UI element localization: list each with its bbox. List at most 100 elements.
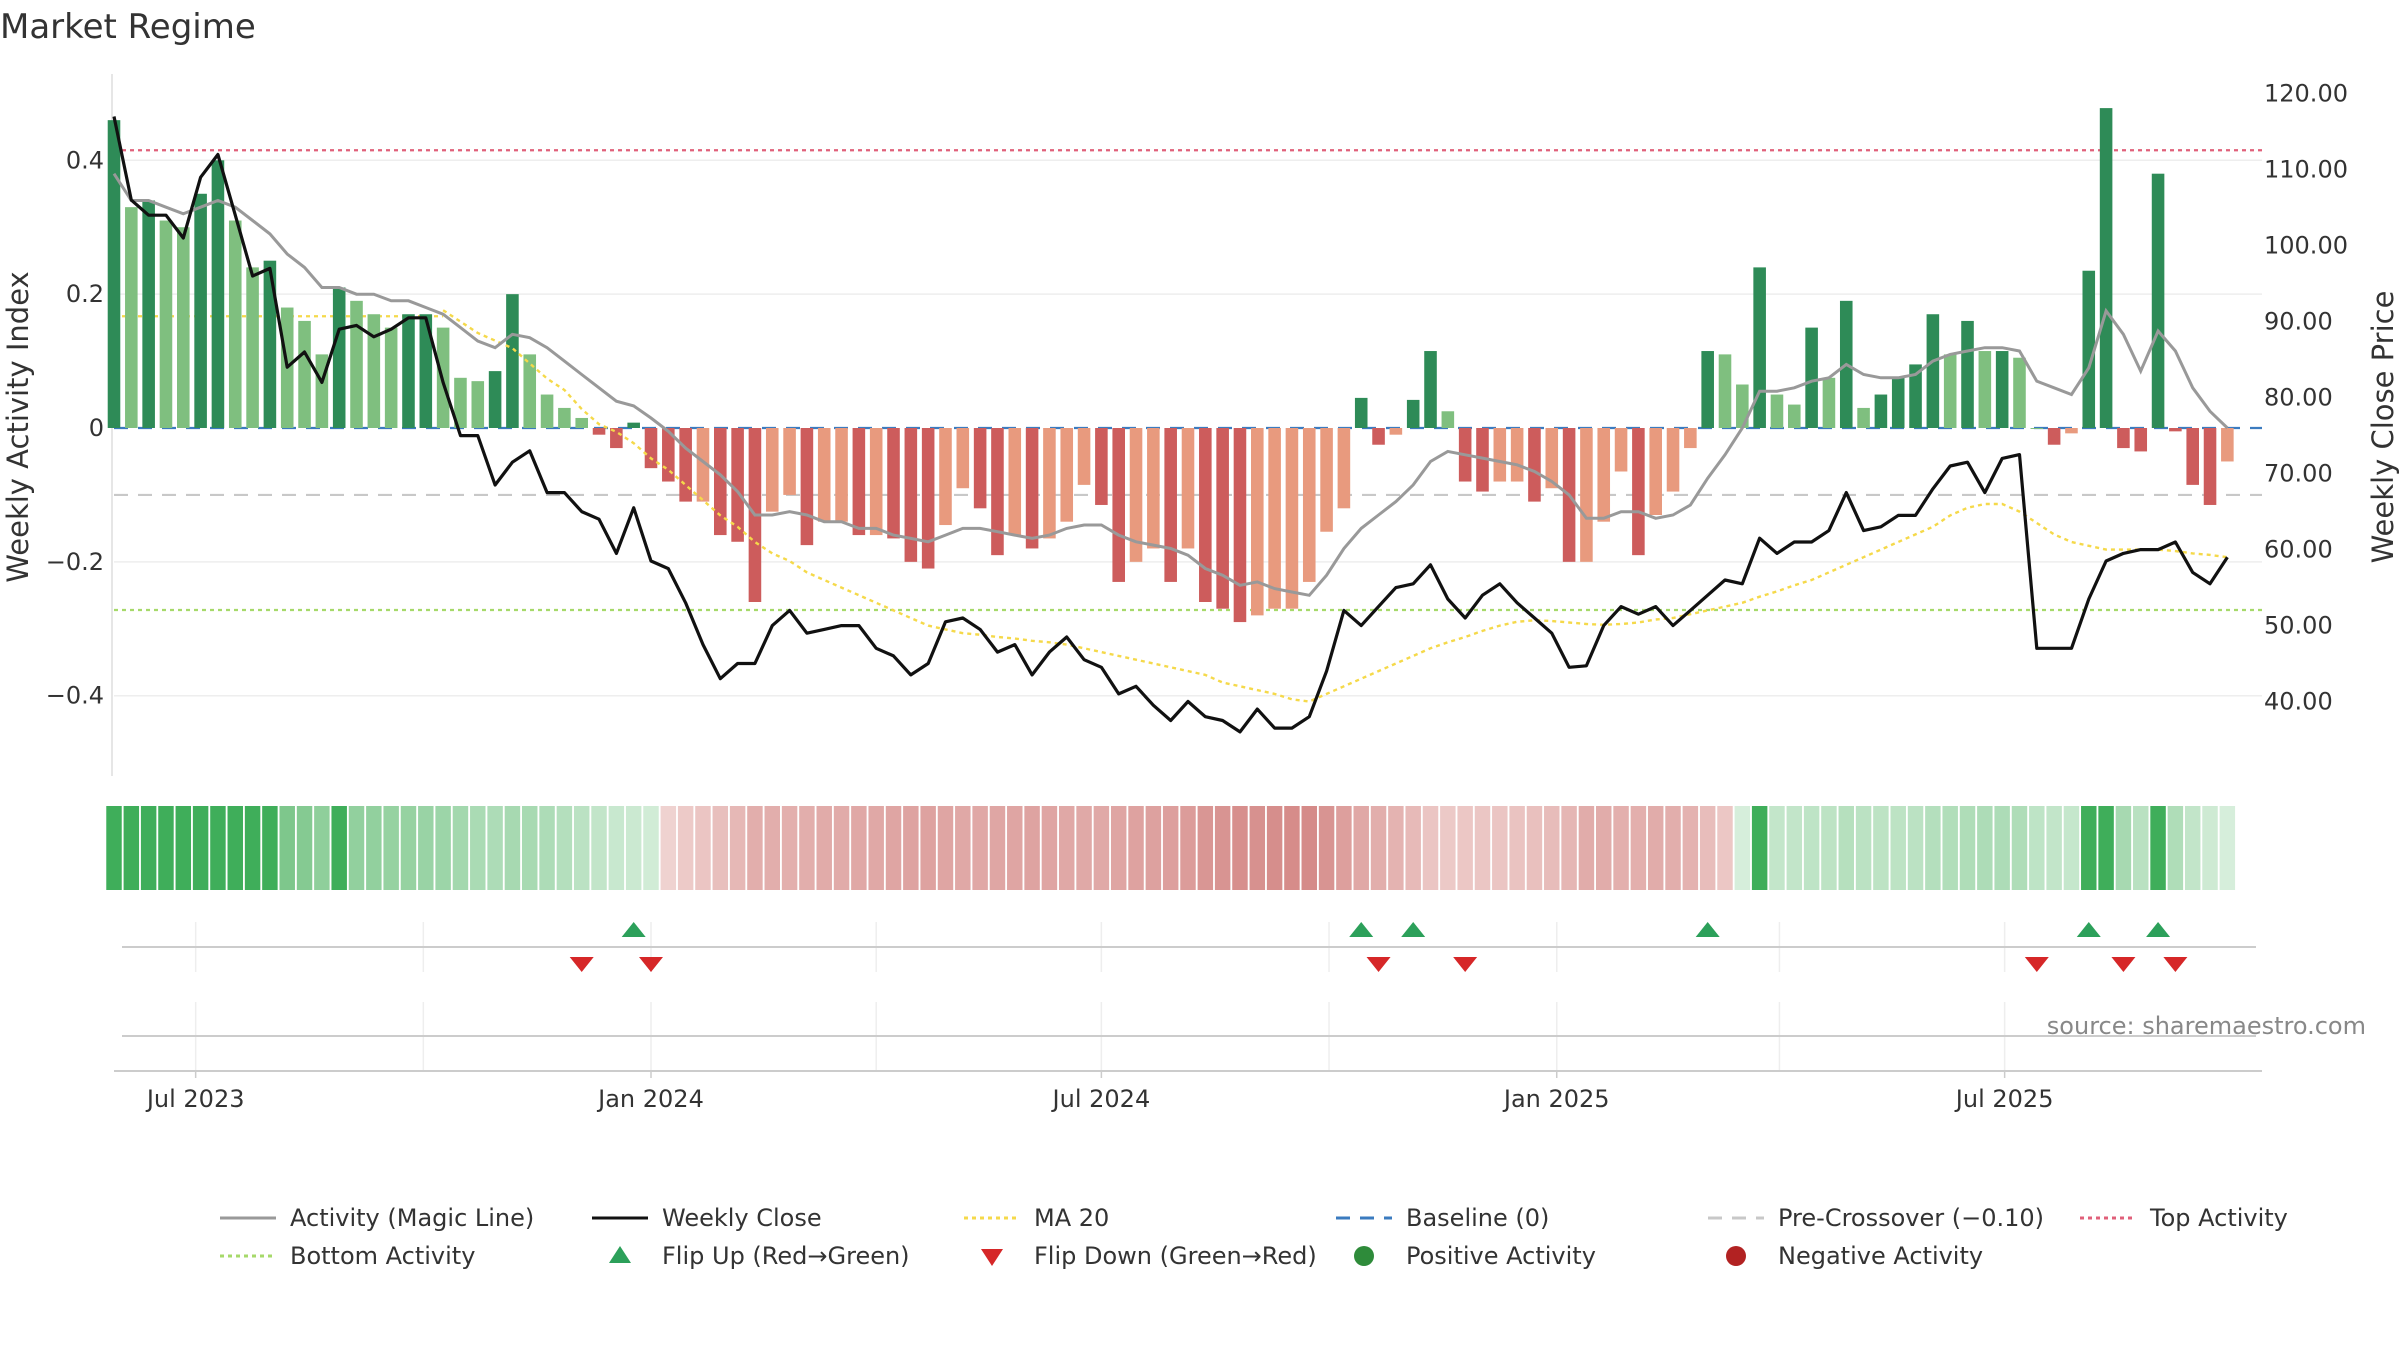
activity-bar	[1424, 351, 1437, 428]
flip-up-marker	[2076, 922, 2101, 937]
activity-bar	[1025, 428, 1039, 549]
activity-bar	[679, 428, 692, 502]
regime-cell	[522, 806, 538, 890]
regime-cell	[1041, 806, 1058, 890]
regime-cell	[1717, 806, 1733, 890]
regime-cell	[1388, 806, 1404, 890]
regime-cell	[2115, 806, 2132, 890]
activity-bar	[1285, 428, 1299, 609]
activity-bar	[350, 300, 363, 428]
left-tick-label: 0.2	[66, 280, 104, 308]
regime-cell	[1024, 806, 1040, 890]
regime-cell	[158, 806, 174, 890]
regime-cell	[1457, 806, 1473, 890]
regime-cell	[643, 806, 659, 890]
activity-bar	[1891, 377, 1905, 428]
activity-bar	[835, 428, 848, 522]
regime-cell	[1474, 806, 1491, 890]
regime-cell	[210, 806, 226, 890]
regime-cell	[868, 806, 884, 890]
left-axis-label: Weekly Activity Index	[1, 271, 35, 582]
flip-markers-panel	[122, 922, 2256, 972]
flip-down-marker	[1366, 957, 1391, 972]
activity-bar	[177, 227, 190, 428]
regime-cell	[2184, 806, 2201, 890]
activity-bar	[1736, 384, 1749, 428]
regime-cell	[1284, 806, 1300, 890]
legend-item: Flip Up (Red→Green)	[609, 1242, 910, 1270]
legend-swatch	[609, 1246, 631, 1263]
flip-down-marker	[639, 957, 663, 972]
activity-bar	[1043, 428, 1056, 539]
flip-down-marker	[1453, 957, 1478, 972]
activity-bar	[1233, 428, 1247, 623]
activity-bar	[1302, 428, 1316, 582]
activity-bar	[1926, 314, 1940, 428]
weekly-close-line	[112, 116, 2229, 734]
magic-line	[112, 172, 2229, 597]
activity-bar	[1961, 320, 1974, 428]
activity-bar	[1822, 377, 1836, 428]
regime-cell	[1561, 806, 1577, 890]
series-lines	[112, 116, 2229, 734]
regime-cell	[1162, 806, 1179, 890]
activity-bar	[246, 267, 259, 428]
regime-cell	[989, 806, 1006, 890]
regime-cell	[2202, 806, 2218, 890]
regime-cell	[539, 806, 555, 890]
regime-cell	[366, 806, 382, 890]
x-tick-label: Jan 2024	[596, 1085, 704, 1113]
ma20-line	[442, 309, 2228, 703]
activity-bar	[1147, 428, 1160, 549]
activity-bar	[939, 428, 952, 526]
activity-bar	[731, 428, 744, 542]
regime-cell	[1907, 806, 1924, 890]
activity-bar	[1909, 364, 1922, 428]
activity-bar	[1251, 428, 1264, 616]
left-tick-label: −0.2	[46, 548, 104, 576]
activity-bar	[696, 428, 710, 502]
activity-bar	[869, 428, 883, 536]
regime-cell	[1925, 806, 1941, 890]
regime-cell	[1214, 806, 1231, 890]
regime-cell	[1007, 806, 1023, 890]
regime-cell	[1977, 806, 1993, 890]
regime-strip	[106, 806, 2236, 890]
regime-cell	[2133, 806, 2149, 890]
regime-cell	[2081, 806, 2097, 890]
activity-bar	[1770, 394, 1784, 428]
grid-lines	[111, 74, 2262, 776]
flip-up-marker	[621, 922, 646, 937]
regime-cell	[1128, 806, 1144, 890]
activity-bar	[298, 320, 311, 428]
regime-cell	[2150, 806, 2166, 890]
legend-label: Activity (Magic Line)	[290, 1204, 534, 1232]
regime-cell	[747, 806, 763, 890]
regime-cell	[608, 806, 625, 890]
activity-bar	[1788, 404, 1801, 428]
activity-bar	[332, 287, 346, 428]
activity-bar	[159, 220, 173, 428]
activity-bar	[1510, 428, 1524, 482]
x-tick-label: Jul 2025	[1954, 1085, 2054, 1113]
regime-cell	[1873, 806, 1889, 890]
activity-bar	[2082, 270, 2096, 428]
right-tick-label: 90.00	[2264, 308, 2333, 336]
activity-bar	[558, 407, 571, 428]
flip-up-marker	[1695, 922, 1720, 937]
activity-bar	[1614, 428, 1628, 472]
activity-bar	[419, 314, 433, 428]
legend-label: Baseline (0)	[1406, 1204, 1549, 1232]
regime-cell	[2011, 806, 2028, 890]
regime-cell	[1786, 806, 1803, 890]
activity-bar	[228, 220, 242, 428]
regime-cell	[955, 806, 971, 890]
regime-cell	[799, 806, 815, 890]
activity-bar	[887, 428, 900, 539]
regime-cell	[1544, 806, 1560, 890]
right-tick-label: 120.00	[2264, 80, 2348, 108]
source-note: source: sharemaestro.com	[2047, 1012, 2366, 1040]
legend-item: Weekly Close	[592, 1204, 822, 1232]
x-axis: Jul 2023 Jan 2024 Jul 2024 Jan 2025 Jul 2025	[145, 1071, 2054, 1113]
activity-bar	[1701, 351, 1714, 428]
